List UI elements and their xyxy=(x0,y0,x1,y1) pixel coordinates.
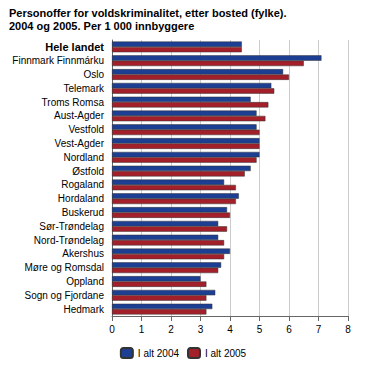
svg-text:Personoffer for voldskriminali: Personoffer for voldskriminalitet, etter… xyxy=(9,7,287,19)
svg-text:8: 8 xyxy=(345,324,351,335)
svg-text:4: 4 xyxy=(227,324,233,335)
svg-text:Nord-Trøndelag: Nord-Trøndelag xyxy=(34,235,104,246)
svg-text:Møre og Romsdal: Møre og Romsdal xyxy=(25,262,104,273)
svg-text:2: 2 xyxy=(168,324,174,335)
svg-text:Vest-Agder: Vest-Agder xyxy=(55,138,105,149)
svg-text:7: 7 xyxy=(316,324,322,335)
svg-text:1: 1 xyxy=(139,324,145,335)
svg-text:Nordland: Nordland xyxy=(63,152,104,163)
svg-text:Vestfold: Vestfold xyxy=(68,124,104,135)
svg-text:Sør-Trøndelag: Sør-Trøndelag xyxy=(39,221,104,232)
svg-text:Troms Romsa: Troms Romsa xyxy=(42,97,105,108)
svg-text:Buskerud: Buskerud xyxy=(62,207,104,218)
svg-text:Finnmark Finnmárku: Finnmark Finnmárku xyxy=(12,55,104,66)
svg-text:Østfold: Østfold xyxy=(72,166,104,177)
svg-text:0: 0 xyxy=(109,324,115,335)
svg-text:5: 5 xyxy=(257,324,263,335)
svg-text:Hedmark: Hedmark xyxy=(63,304,105,315)
svg-text:I alt 2005: I alt 2005 xyxy=(205,348,247,359)
svg-text:6: 6 xyxy=(286,324,292,335)
svg-text:Oppland: Oppland xyxy=(66,276,104,287)
svg-text:Aust-Agder: Aust-Agder xyxy=(54,110,105,121)
svg-text:Oslo: Oslo xyxy=(83,69,104,80)
svg-text:Hordaland: Hordaland xyxy=(58,193,104,204)
svg-text:Sogn og Fjordane: Sogn og Fjordane xyxy=(24,290,104,301)
svg-text:Rogaland: Rogaland xyxy=(61,179,104,190)
svg-text:3: 3 xyxy=(198,324,204,335)
svg-text:Akershus: Akershus xyxy=(62,248,104,259)
svg-text:2004 og 2005. Per 1 000 innbyg: 2004 og 2005. Per 1 000 innbyggere xyxy=(9,20,194,32)
svg-text:Hele landet: Hele landet xyxy=(45,41,104,53)
svg-text:Telemark: Telemark xyxy=(63,83,105,94)
svg-text:I alt 2004: I alt 2004 xyxy=(138,348,180,359)
